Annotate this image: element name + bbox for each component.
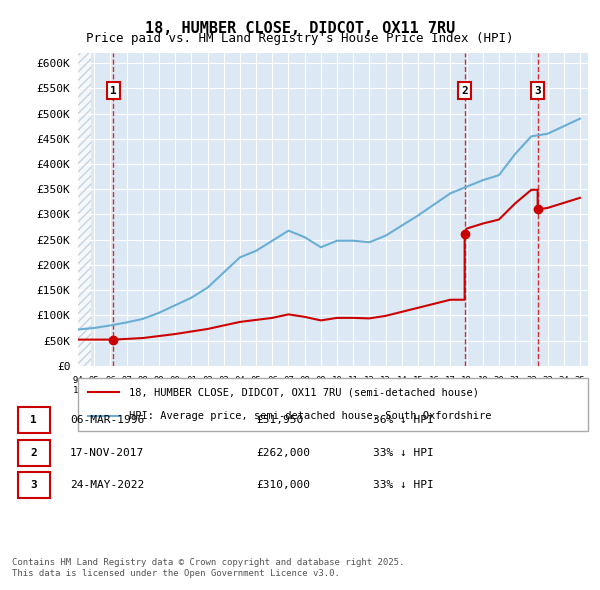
Text: Price paid vs. HM Land Registry's House Price Index (HPI): Price paid vs. HM Land Registry's House … bbox=[86, 32, 514, 45]
Text: £51,950: £51,950 bbox=[256, 415, 304, 425]
Text: 18, HUMBER CLOSE, DIDCOT, OX11 7RU (semi-detached house): 18, HUMBER CLOSE, DIDCOT, OX11 7RU (semi… bbox=[129, 388, 479, 398]
Text: Contains HM Land Registry data © Crown copyright and database right 2025.
This d: Contains HM Land Registry data © Crown c… bbox=[12, 558, 404, 578]
Text: 1: 1 bbox=[30, 415, 37, 425]
Text: 18, HUMBER CLOSE, DIDCOT, OX11 7RU: 18, HUMBER CLOSE, DIDCOT, OX11 7RU bbox=[145, 21, 455, 35]
Text: £310,000: £310,000 bbox=[256, 480, 310, 490]
Text: 06-MAR-1996: 06-MAR-1996 bbox=[70, 415, 145, 425]
Text: 2: 2 bbox=[461, 86, 468, 96]
FancyBboxPatch shape bbox=[18, 472, 50, 498]
Text: 17-NOV-2017: 17-NOV-2017 bbox=[70, 448, 145, 458]
FancyBboxPatch shape bbox=[18, 440, 50, 466]
Text: £262,000: £262,000 bbox=[256, 448, 310, 458]
Text: 33% ↓ HPI: 33% ↓ HPI bbox=[373, 448, 434, 458]
Text: 24-MAY-2022: 24-MAY-2022 bbox=[70, 480, 145, 490]
Text: 3: 3 bbox=[534, 86, 541, 96]
FancyBboxPatch shape bbox=[78, 378, 588, 431]
FancyBboxPatch shape bbox=[18, 407, 50, 433]
Text: 1: 1 bbox=[110, 86, 116, 96]
Bar bbox=[78, 53, 91, 366]
Text: 3: 3 bbox=[30, 480, 37, 490]
Text: HPI: Average price, semi-detached house, South Oxfordshire: HPI: Average price, semi-detached house,… bbox=[129, 411, 491, 421]
Text: 2: 2 bbox=[30, 448, 37, 458]
Text: 36% ↓ HPI: 36% ↓ HPI bbox=[373, 415, 434, 425]
Text: 33% ↓ HPI: 33% ↓ HPI bbox=[373, 480, 434, 490]
